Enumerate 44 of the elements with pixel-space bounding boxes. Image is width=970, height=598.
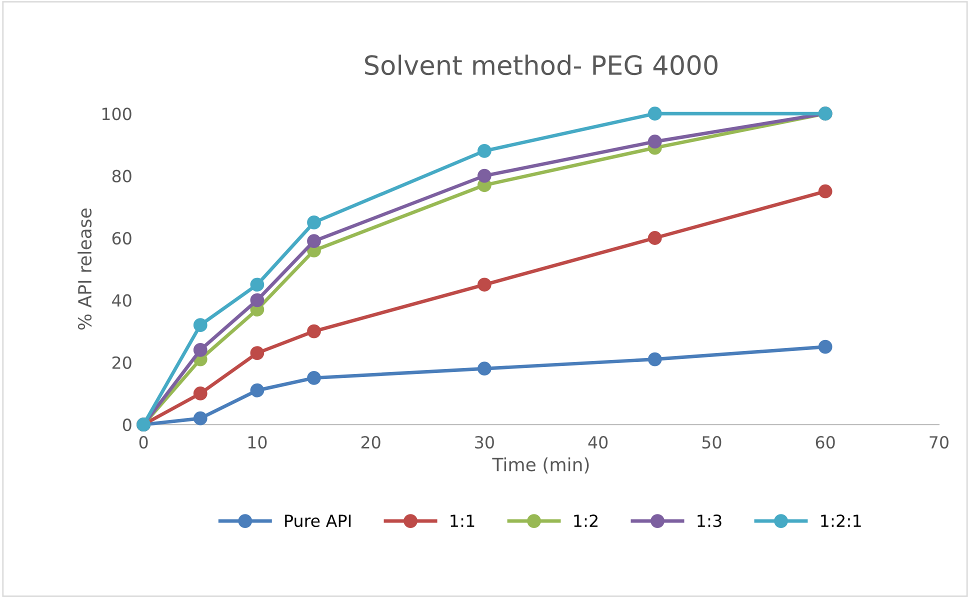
legend-label: Pure API (285, 514, 351, 528)
point (250, 278, 264, 292)
point (193, 343, 208, 357)
point (648, 352, 662, 366)
y-tick-label: 100 (102, 108, 132, 120)
legend-label: 1:3 (698, 514, 722, 528)
point (818, 184, 832, 198)
point (250, 346, 264, 360)
y-tick-label: 80 (112, 170, 132, 182)
point (307, 370, 321, 385)
legend-label: 1:1 (450, 514, 474, 527)
y-tick-label: 0 (122, 418, 132, 432)
y-tick-label: 40 (112, 294, 132, 307)
point (478, 168, 492, 183)
point (193, 386, 208, 400)
point (307, 216, 321, 230)
x-tick-label: 50 (702, 436, 722, 449)
point (478, 278, 492, 292)
point (250, 293, 264, 308)
point (648, 134, 662, 149)
x-tick-label: 20 (361, 436, 380, 449)
point (307, 234, 321, 248)
x-tick-label: 40 (588, 436, 608, 449)
legend-label: 1:2 (574, 514, 598, 527)
y-tick-label: 20 (112, 356, 132, 369)
point (193, 318, 208, 332)
legend-label: 1:2:1 (821, 514, 861, 527)
point (307, 324, 321, 338)
point (478, 144, 492, 158)
y-tick-label: 60 (112, 232, 132, 245)
point (193, 411, 208, 426)
x-axis-title: Time (min) (492, 457, 589, 474)
x-tick-label: 30 (475, 436, 494, 449)
point (478, 362, 492, 376)
point (818, 340, 832, 354)
chart-title: Solvent method- PEG 4000 (365, 54, 718, 76)
point (648, 231, 662, 245)
point (648, 106, 662, 121)
x-tick-label: 70 (930, 436, 948, 449)
point (250, 383, 264, 398)
x-tick-label: 60 (816, 436, 835, 449)
x-tick-label: 10 (248, 436, 267, 449)
x-tick-label: 0 (139, 436, 148, 449)
y-axis-title: % API release (78, 208, 92, 330)
